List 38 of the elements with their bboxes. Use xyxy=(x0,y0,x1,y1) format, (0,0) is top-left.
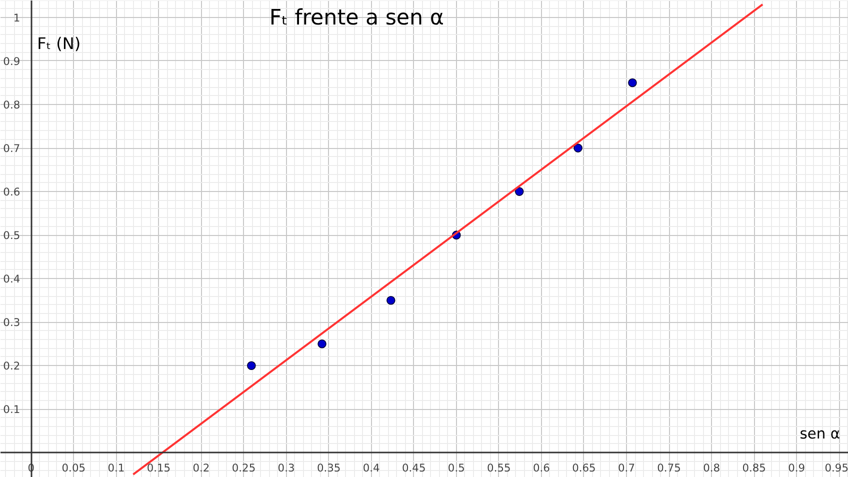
x-tick-label: 0.95 xyxy=(824,462,848,475)
x-axis-title: sen α xyxy=(800,426,840,443)
y-tick-label: 0.5 xyxy=(3,229,20,242)
point xyxy=(318,339,326,348)
x-tick-label: 0.05 xyxy=(62,462,86,475)
x-tick-label: 0.9 xyxy=(788,462,806,475)
y-tick-label: 0.8 xyxy=(3,98,20,112)
x-tick-label: 0.5 xyxy=(448,462,465,475)
y-tick-label: 0.4 xyxy=(3,272,20,286)
x-tick-label: 0.45 xyxy=(402,462,426,475)
x-tick-label: 0.3 xyxy=(278,462,295,475)
y-tick-label: 0.2 xyxy=(3,360,20,373)
x-tick-label: 0.2 xyxy=(192,462,210,475)
y-tick-label: 0.6 xyxy=(3,186,20,199)
y-axis-title: Fₜ (N) xyxy=(37,34,81,53)
point xyxy=(386,296,396,305)
y-tick-label: 0.3 xyxy=(3,316,20,330)
x-tick-label: 0.7 xyxy=(618,462,635,475)
x-tick-label: 0.75 xyxy=(657,462,681,475)
point xyxy=(247,361,256,370)
x-tick-label: 0.85 xyxy=(742,462,766,475)
point xyxy=(514,187,524,196)
x-tick-label: 0.15 xyxy=(146,462,171,475)
y-tick-label: 0.1 xyxy=(3,403,20,416)
x-tick-label: 0.35 xyxy=(316,462,341,475)
x-tick-label: 0.4 xyxy=(362,462,380,475)
y-tick-label: 0.7 xyxy=(3,142,20,156)
x-tick-label: 0.1 xyxy=(108,462,125,475)
x-tick-label: 0.8 xyxy=(703,462,720,475)
x-tick-label: 0.55 xyxy=(487,462,511,475)
x-tick-label: 0.65 xyxy=(572,462,596,475)
y-tick-label: 0.9 xyxy=(3,54,20,68)
chart-title: Fₜ frente a sen α xyxy=(269,5,444,30)
x-tick-label: 0.25 xyxy=(232,462,256,475)
y-tick-label: 1 xyxy=(13,11,20,24)
point xyxy=(628,78,637,88)
x-tick-label: 0.6 xyxy=(532,462,550,475)
point xyxy=(574,144,582,152)
